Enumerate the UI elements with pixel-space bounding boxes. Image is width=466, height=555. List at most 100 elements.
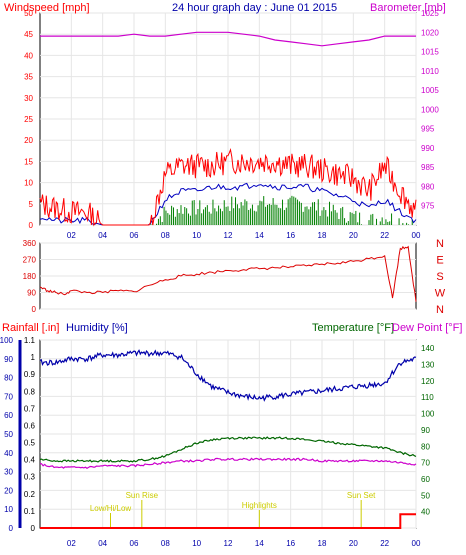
wind-x-tick: 16 <box>286 231 295 240</box>
humidity-y-tick: 90 <box>4 355 13 364</box>
humidity-x-tick: 14 <box>255 539 264 548</box>
humidity-x-tick: 00 <box>412 539 421 548</box>
wind-axis-label: Windspeed [mph] <box>4 2 90 14</box>
barometer-y-tick: 1020 <box>421 28 439 37</box>
humidity-x-tick: 08 <box>161 539 170 548</box>
wind-x-tick: 20 <box>349 231 358 240</box>
barometer-y-tick: 1000 <box>421 105 439 114</box>
temperature-y-tick: 80 <box>421 442 430 451</box>
rain-y-tick: 0.3 <box>24 473 36 482</box>
wind-x-tick: 04 <box>98 231 107 240</box>
direction-y-tick: 0 <box>32 305 37 314</box>
rain-y-tick: 0 <box>31 524 36 533</box>
humidity-y-tick: 100 <box>0 336 14 345</box>
temperature-y-tick: 90 <box>421 426 430 435</box>
rain-y-tick: 0.9 <box>24 370 36 379</box>
wind-speed-line <box>39 148 417 227</box>
wind-x-tick: 00 <box>412 231 421 240</box>
compass-label: N <box>436 238 444 250</box>
barometer-y-tick: 990 <box>421 144 435 153</box>
humidity-x-tick: 04 <box>98 539 107 548</box>
humidity-y-tick: 10 <box>4 505 13 514</box>
wind-y-tick: 20 <box>24 136 33 145</box>
temperature-y-tick: 110 <box>421 393 434 402</box>
compass-label: W <box>435 288 446 300</box>
barometer-y-tick-labels: 975 980 985 990 995 1000 1005 1010 1015 1020 1025 <box>421 9 439 211</box>
humidity-x-tick: 20 <box>349 539 358 548</box>
wind-x-tick: 18 <box>318 231 327 240</box>
wind-x-tick: 22 <box>380 231 389 240</box>
humidity-x-tick: 22 <box>380 539 389 548</box>
direction-y-tick: 360 <box>23 239 37 248</box>
humidity-y-tick: 0 <box>9 524 14 533</box>
humidity-y-tick: 80 <box>4 374 13 383</box>
barometer-y-tick: 1010 <box>421 67 439 76</box>
humidity-x-tick: 02 <box>67 539 76 548</box>
humidity-x-tick: 06 <box>130 539 139 548</box>
wind-direction-line <box>39 245 417 302</box>
temperature-y-tick: 140 <box>421 344 435 353</box>
rain-y-tick: 0.5 <box>24 439 36 448</box>
barometer-y-tick: 980 <box>421 182 435 191</box>
humidity-axis-label: Humidity [%] <box>66 322 128 334</box>
temperature-y-tick: 120 <box>421 377 435 386</box>
wind-x-tick: 14 <box>255 231 264 240</box>
wind-grid <box>40 12 417 226</box>
wind-x-tick: 06 <box>130 231 139 240</box>
temperature-y-tick: 70 <box>421 459 430 468</box>
rain-y-tick: 0.2 <box>24 490 36 499</box>
temperature-y-tick: 50 <box>421 491 430 500</box>
humidity-y-tick: 40 <box>4 449 13 458</box>
barometer-y-tick: 1025 <box>421 9 439 18</box>
rain-y-tick: 1 <box>31 353 36 362</box>
humidity-x-tick: 16 <box>286 539 295 548</box>
humidity-x-tick: 12 <box>224 539 233 548</box>
humidity-y-tick: 60 <box>4 411 13 420</box>
wind-x-tick: 12 <box>224 231 233 240</box>
compass-label: S <box>436 271 443 283</box>
humidity-x-tick: 10 <box>192 539 201 548</box>
humidity-y-tick: 30 <box>4 468 13 477</box>
barometer-y-tick: 1005 <box>421 86 439 95</box>
rain-y-tick: 0.1 <box>24 507 36 516</box>
direction-y-tick: 180 <box>23 272 37 281</box>
rain-y-tick: 0.6 <box>24 421 36 430</box>
sun-annotations: Sun Rise Low/Hi/Low Highlights Sun Set <box>90 491 376 528</box>
direction-y-tick: 90 <box>27 289 36 298</box>
barometer-y-tick: 975 <box>421 202 435 211</box>
direction-y-tick-labels: 0 90 180 270 360 <box>23 239 37 314</box>
temperature-line <box>39 436 417 463</box>
humidity-y-tick-labels: 0 10 20 30 40 50 60 70 80 90 100 <box>0 336 14 533</box>
temperature-y-tick-labels: 40 50 60 70 80 90 100 110 120 130 140 <box>421 344 435 516</box>
wind-x-tick: 02 <box>67 231 76 240</box>
humidity-y-tick: 20 <box>4 486 13 495</box>
rainfall-line <box>40 513 416 529</box>
wind-x-tick: 08 <box>161 231 170 240</box>
chart-title: 24 hour graph day : June 01 2015 <box>172 2 337 14</box>
wind-x-tick-labels: 02 04 06 08 10 12 14 16 18 20 22 00 <box>67 231 421 240</box>
rain-y-tick: 0.8 <box>24 387 36 396</box>
rain-axis-label: Rainfall [.in] <box>2 322 59 334</box>
wind-x-tick: 10 <box>192 231 201 240</box>
wind-y-tick: 15 <box>24 157 33 166</box>
rain-y-tick: 0.4 <box>24 456 36 465</box>
wind-y-tick: 10 <box>24 179 33 188</box>
wind-y-tick: 0 <box>29 221 34 230</box>
barometer-axis-label: Barometer [mb] <box>370 2 446 14</box>
rain-y-tick: 1.1 <box>24 336 36 345</box>
rain-y-tick-labels: 0 0.1 0.2 0.3 0.4 0.5 0.6 0.7 0.8 0.9 1 1.1 <box>24 336 36 533</box>
wind-y-tick: 50 <box>24 9 33 18</box>
barometer-y-tick: 1015 <box>421 48 439 57</box>
humidity-y-tick: 70 <box>4 392 13 401</box>
compass-label: N <box>436 304 444 316</box>
humidity-x-tick-labels: 02 04 06 08 10 12 14 16 18 20 22 00 <box>67 539 421 548</box>
rain-y-tick: 0.7 <box>24 404 36 413</box>
dew-point-axis-label: Dew Point [°F] <box>392 322 462 334</box>
temperature-y-tick: 100 <box>421 410 435 419</box>
sun-annotation-label: Low/Hi/Low <box>90 504 132 513</box>
barometer-line <box>40 31 416 47</box>
